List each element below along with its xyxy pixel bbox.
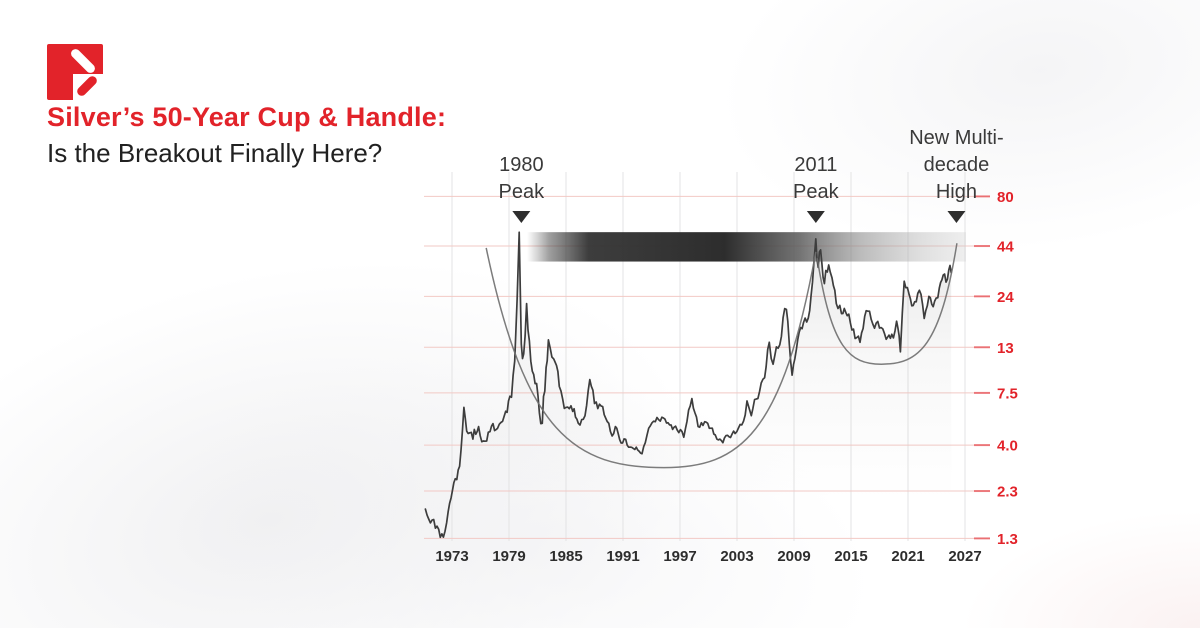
x-axis-label: 1979 [492, 548, 525, 565]
resistance-band [527, 232, 966, 262]
page-title: Silver’s 50-Year Cup & Handle: [47, 102, 447, 132]
y-axis-label: 44 [997, 239, 1014, 256]
x-axis-label: 2015 [834, 548, 867, 565]
silver-price-line [424, 231, 953, 539]
x-axis-label: 1997 [663, 548, 696, 565]
y-axis-label: 4.0 [997, 438, 1018, 455]
cup-arc [485, 247, 817, 469]
x-axis-label: 1991 [606, 548, 639, 565]
x-axis-label: 2021 [891, 548, 924, 565]
x-axis-label: 2003 [720, 548, 753, 565]
y-axis-label: 13 [997, 340, 1014, 357]
handle-arc [816, 243, 958, 365]
page-subtitle: Is the Breakout Finally Here? [47, 138, 383, 168]
x-axis-label: 2027 [948, 548, 981, 565]
marker-triangle-icon-new-multidecade-high [947, 211, 966, 223]
price-area-shade [425, 232, 952, 541]
x-axis-label: 1973 [435, 548, 468, 565]
brand-logo [47, 44, 103, 100]
y-axis-label: 2.3 [997, 484, 1018, 501]
marker-triangle-icon-1980-peak [512, 211, 531, 223]
x-axis-label: 1985 [549, 548, 582, 565]
x-axis-label: 2009 [777, 548, 810, 565]
y-axis-label: 24 [997, 289, 1014, 306]
y-axis-label: 80 [997, 189, 1014, 206]
y-axis-label: 7.5 [997, 385, 1018, 402]
y-axis-label: 1.3 [997, 531, 1018, 548]
logo-white-slash-icon [71, 49, 95, 73]
logo-red-dash-icon [77, 76, 97, 96]
marker-triangle-icon-2011-peak [806, 211, 825, 223]
